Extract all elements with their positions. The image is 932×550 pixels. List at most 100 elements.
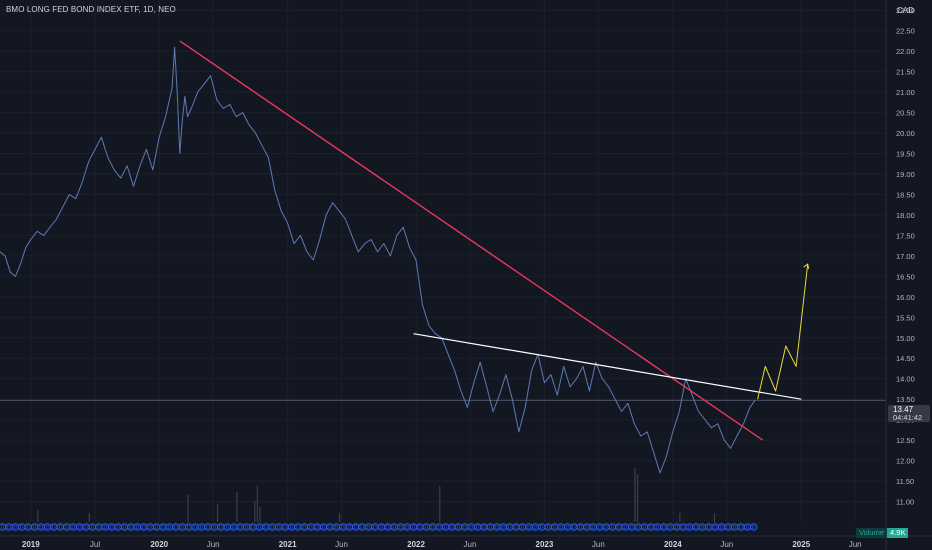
dividend-marker[interactable]: D bbox=[184, 523, 193, 531]
dividend-marker[interactable]: D bbox=[653, 523, 662, 531]
dividend-marker[interactable]: D bbox=[512, 523, 520, 531]
dividend-marker[interactable]: D bbox=[242, 523, 251, 531]
dividend-marker[interactable]: D bbox=[480, 523, 488, 531]
dividend-marker[interactable]: D bbox=[570, 523, 578, 531]
dividend-marker[interactable]: D bbox=[133, 523, 142, 531]
dividend-marker[interactable]: D bbox=[383, 523, 392, 531]
dividend-marker[interactable]: D bbox=[608, 523, 617, 531]
dividend-marker[interactable]: D bbox=[300, 523, 309, 531]
dividend-marker[interactable]: D bbox=[229, 523, 238, 531]
dividend-marker[interactable]: D bbox=[56, 523, 65, 531]
dividend-marker[interactable]: D bbox=[332, 523, 341, 531]
dividend-marker[interactable]: D bbox=[172, 523, 180, 531]
dividend-marker[interactable]: D bbox=[120, 523, 129, 531]
dividend-marker[interactable]: D bbox=[743, 523, 752, 531]
dividend-marker[interactable]: D bbox=[165, 523, 174, 531]
dividend-marker[interactable]: D bbox=[204, 523, 212, 531]
dividend-marker[interactable]: D bbox=[640, 523, 649, 531]
dividend-marker[interactable]: D bbox=[236, 523, 244, 531]
dividend-marker[interactable]: D bbox=[37, 523, 45, 531]
dividend-marker[interactable]: D bbox=[146, 523, 155, 531]
dividend-marker[interactable]: D bbox=[274, 523, 283, 531]
dividend-marker[interactable]: D bbox=[217, 523, 225, 531]
dividend-marker[interactable]: D bbox=[602, 523, 610, 531]
dividend-marker[interactable]: D bbox=[351, 523, 360, 531]
dividend-marker[interactable]: D bbox=[5, 523, 13, 531]
dividend-marker[interactable]: D bbox=[737, 523, 745, 531]
dividend-marker[interactable]: D bbox=[428, 523, 437, 531]
dividend-marker[interactable]: D bbox=[306, 523, 315, 531]
dividend-marker[interactable]: D bbox=[50, 523, 58, 531]
dividend-marker[interactable]: D bbox=[589, 523, 598, 531]
dividend-marker[interactable]: D bbox=[666, 523, 675, 531]
dividend-marker[interactable]: D bbox=[448, 523, 456, 531]
price-axis[interactable]: 23.00 22.50 22.00 21.50 21.00 20.50 20.00 19.50… bbox=[885, 0, 915, 550]
dividend-marker[interactable]: D bbox=[544, 523, 553, 531]
symbol-title[interactable]: BMO LONG FED BOND INDEX ETF, 1D, NEO bbox=[6, 5, 176, 14]
dividend-marker[interactable]: D bbox=[140, 523, 148, 531]
dividend-marker[interactable]: D bbox=[416, 523, 424, 531]
dividend-marker[interactable]: D bbox=[255, 523, 264, 531]
dividend-marker[interactable]: D bbox=[287, 523, 296, 531]
dividend-marker[interactable]: D bbox=[152, 523, 161, 531]
dividend-marker[interactable]: D bbox=[467, 523, 476, 531]
dividend-marker[interactable]: D bbox=[371, 523, 379, 531]
dividend-marker[interactable]: D bbox=[595, 523, 604, 531]
dividend-marker[interactable]: D bbox=[114, 523, 122, 531]
dividend-marker[interactable]: D bbox=[557, 523, 565, 531]
dividend-marker[interactable]: D bbox=[377, 523, 386, 531]
dividend-marker[interactable]: D bbox=[461, 523, 469, 531]
dividend-marker[interactable]: D bbox=[24, 523, 33, 531]
dividend-marker[interactable]: D bbox=[69, 523, 77, 531]
dividend-marker[interactable]: D bbox=[313, 523, 321, 531]
dividend-marker[interactable]: D bbox=[268, 523, 277, 531]
dividend-marker[interactable]: D bbox=[525, 523, 533, 531]
dividend-marker[interactable]: D bbox=[685, 523, 694, 531]
dividend-marker[interactable]: D bbox=[101, 523, 110, 531]
time-axis[interactable]: 2019 Jul 2020 Jun 2021 Jun 2022 Jun 2023 Jun 2024 J… bbox=[0, 535, 932, 549]
dividend-marker[interactable]: D bbox=[698, 523, 707, 531]
dividend-marker[interactable]: D bbox=[730, 523, 739, 531]
dividend-marker[interactable]: D bbox=[717, 523, 726, 531]
dividend-marker[interactable]: D bbox=[62, 523, 71, 531]
dividend-marker[interactable]: D bbox=[538, 523, 546, 531]
dividend-marker[interactable]: D bbox=[441, 523, 450, 531]
dividend-marker[interactable]: D bbox=[660, 523, 668, 531]
dividend-marker[interactable]: D bbox=[178, 523, 187, 531]
dividend-marker[interactable]: D bbox=[82, 523, 90, 531]
dividend-marker[interactable]: D bbox=[647, 523, 655, 531]
dividend-marker[interactable]: D bbox=[358, 523, 366, 531]
dividend-marker[interactable]: D bbox=[621, 523, 630, 531]
dividend-marker[interactable]: D bbox=[563, 523, 572, 531]
currency-label[interactable]: CAD bbox=[897, 6, 914, 15]
dividend-marker[interactable]: D bbox=[326, 523, 334, 531]
dividend-marker[interactable]: D bbox=[749, 523, 758, 531]
dividend-marker[interactable]: D bbox=[11, 523, 20, 531]
dividend-marker[interactable]: D bbox=[724, 523, 732, 531]
dividend-marker[interactable]: D bbox=[454, 523, 463, 531]
dividend-marker[interactable]: D bbox=[583, 523, 591, 531]
dividend-marker[interactable]: D bbox=[550, 523, 559, 531]
dividend-marker[interactable]: D bbox=[210, 523, 219, 531]
dividend-marker[interactable]: D bbox=[672, 523, 681, 531]
dividend-marker[interactable]: D bbox=[634, 523, 642, 531]
dividend-marker[interactable]: D bbox=[409, 523, 418, 531]
dividend-marker[interactable]: D bbox=[518, 523, 527, 531]
dividend-marker[interactable]: D bbox=[435, 523, 443, 531]
dividend-marker[interactable]: D bbox=[18, 523, 26, 531]
dividend-marker[interactable]: D bbox=[692, 523, 700, 531]
dividend-marker[interactable]: D bbox=[43, 523, 52, 531]
dividend-marker[interactable]: D bbox=[75, 523, 84, 531]
dividend-marker[interactable]: D bbox=[499, 523, 508, 531]
dividend-marker[interactable]: D bbox=[294, 523, 302, 531]
dividend-marker[interactable]: D bbox=[197, 523, 206, 531]
dividend-marker[interactable]: D bbox=[249, 523, 257, 531]
dividend-marker[interactable]: D bbox=[159, 523, 167, 531]
dividend-marker[interactable]: D bbox=[95, 523, 103, 531]
dividend-marker[interactable]: D bbox=[396, 523, 405, 531]
dividend-marker[interactable]: D bbox=[345, 523, 354, 531]
dividend-marker[interactable]: D bbox=[493, 523, 501, 531]
dividend-marker[interactable]: D bbox=[473, 523, 482, 531]
dividend-marker[interactable]: D bbox=[223, 523, 232, 531]
